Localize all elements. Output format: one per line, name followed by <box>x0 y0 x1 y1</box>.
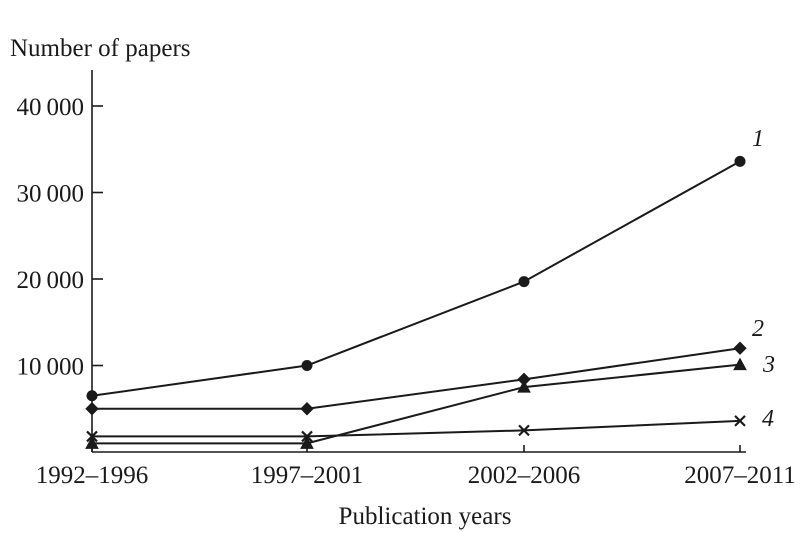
data-point-circle <box>86 390 98 402</box>
y-axis-title: Number of papers <box>10 35 191 62</box>
data-point-circle <box>518 276 530 288</box>
data-point-cross <box>518 424 530 437</box>
series-label: 4 <box>762 406 774 432</box>
x-tick-label: 2002–2006 <box>468 462 581 489</box>
labels-layer: 10 000 20 000 30 000 40 000 1992–1996 1997–20… <box>16 94 795 489</box>
y-tick-label: 20 000 <box>16 267 84 294</box>
data-point-cross <box>734 415 746 427</box>
x-tick-label: 1997–2001 <box>251 462 364 489</box>
data-point-triangle <box>300 436 314 449</box>
data-point-triangle <box>733 357 747 371</box>
x-tick-label: 1992–1996 <box>36 462 149 489</box>
data-point-cross <box>86 430 98 443</box>
x-tick-label: 2007–2011 <box>684 462 796 489</box>
series-3 <box>85 357 747 449</box>
series-line <box>92 363 741 445</box>
x-axis-title: Publication years <box>339 503 512 530</box>
series-line <box>92 419 741 438</box>
series-label: 3 <box>762 352 775 378</box>
data-point-cross <box>301 430 313 443</box>
series-2 <box>85 341 747 416</box>
data-point-circle <box>301 360 313 371</box>
series-line <box>91 160 741 397</box>
series-label: 1 <box>752 126 764 152</box>
series-label: 2 <box>752 316 764 342</box>
y-tick-label: 30 000 <box>16 181 84 208</box>
series-4 <box>86 415 746 443</box>
data-point-triangle <box>517 380 531 393</box>
data-point-triangle <box>85 436 99 449</box>
data-point-diamond <box>85 402 99 416</box>
y-tick-label: 40 000 <box>16 94 84 121</box>
data-point-diamond <box>733 341 747 355</box>
axes <box>91 70 746 453</box>
data-point-diamond <box>300 402 314 416</box>
series-layer <box>85 155 747 449</box>
data-point-circle <box>734 155 746 167</box>
series-1 <box>86 155 746 402</box>
series-line <box>92 347 741 410</box>
y-tick-label: 10 000 <box>16 354 84 381</box>
